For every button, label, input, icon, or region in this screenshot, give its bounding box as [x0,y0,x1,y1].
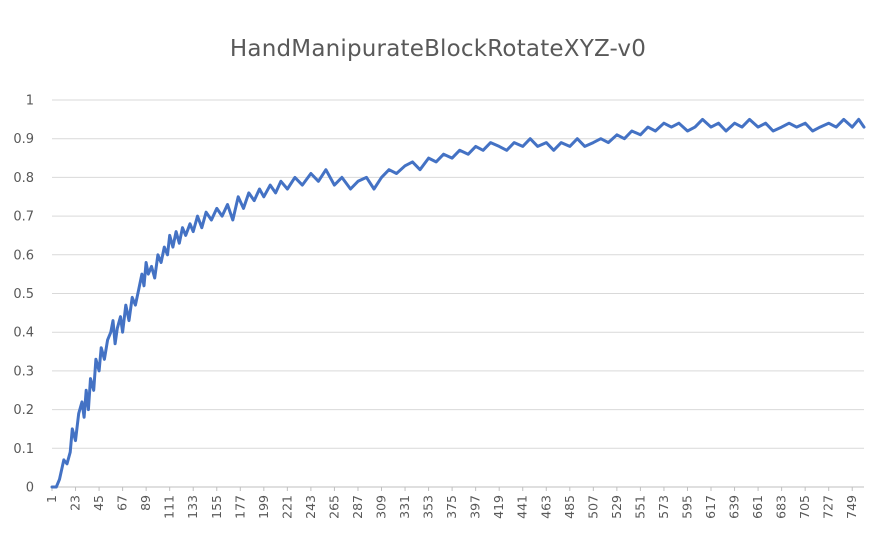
y-tick-label: 0.2 [13,403,34,418]
x-tick-label: 309 [374,495,389,519]
y-tick-label: 0.6 [13,248,34,263]
chart-title: HandManipurateBlockRotateXYZ-v0 [229,36,647,62]
y-tick-label: 0.5 [13,287,34,302]
x-tick-label: 243 [303,495,318,519]
x-tick-label: 155 [209,495,224,519]
x-tick-label: 705 [797,495,812,519]
x-tick-label: 441 [515,495,530,519]
y-tick-label: 0.9 [13,132,34,147]
x-tick-label: 331 [397,495,412,519]
y-tick-label: 0 [26,481,34,496]
x-tick-label: 111 [162,495,177,519]
x-tick-label: 683 [774,495,789,519]
y-tick-label: 0.7 [13,210,34,225]
x-tick-label: 177 [232,495,247,519]
x-tick-label: 551 [632,495,647,519]
x-tick-label: 45 [91,495,106,511]
x-tick-label: 617 [703,495,718,519]
y-tick-label: 0.4 [13,326,34,341]
x-tick-label: 595 [679,495,694,519]
x-tick-label: 419 [491,495,506,519]
y-tick-label: 1 [26,94,34,109]
series-layer [50,117,866,489]
x-tick-label: 287 [350,495,365,519]
x-tick-label: 463 [538,495,553,519]
x-tick-label: 375 [444,495,459,519]
x-tick-label: 661 [750,495,765,519]
y-tick-label: 0.1 [13,442,34,457]
series-line-1 [50,117,866,489]
x-tick-label: 89 [138,495,153,511]
x-axis-tick-labels: 1 23 45 67 89 111 133 155 177 199 221 243 265 287 309 3… [44,487,859,519]
y-tick-label: 0.3 [13,364,34,379]
x-tick-label: 397 [468,495,483,519]
x-tick-label: 1 [44,495,59,503]
x-tick-label: 199 [256,495,271,519]
x-tick-label: 573 [656,495,671,519]
x-tick-label: 133 [185,495,200,519]
x-tick-label: 67 [115,495,130,511]
gridlines [52,99,864,488]
x-tick-label: 265 [326,495,341,519]
y-tick-label: 0.8 [13,171,34,186]
x-tick-label: 529 [609,495,624,519]
x-tick-label: 749 [844,495,859,519]
x-tick-label: 23 [68,495,83,511]
x-tick-label: 639 [727,495,742,519]
x-tick-label: 485 [562,495,577,519]
x-tick-label: 221 [279,495,294,519]
y-axis-tick-labels: 0 0.1 0.2 0.3 0.4 0.5 0.6 0.7 0.8 0.9 1 [13,94,34,496]
x-tick-label: 507 [585,495,600,519]
x-tick-label: 353 [421,495,436,519]
x-tick-label: 727 [821,495,836,519]
